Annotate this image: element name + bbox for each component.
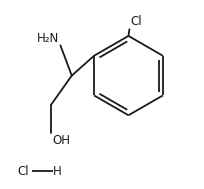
Text: Cl: Cl	[18, 165, 29, 177]
Text: Cl: Cl	[130, 15, 142, 28]
Text: OH: OH	[52, 134, 70, 147]
Text: H: H	[53, 165, 62, 177]
Text: H₂N: H₂N	[37, 32, 60, 45]
